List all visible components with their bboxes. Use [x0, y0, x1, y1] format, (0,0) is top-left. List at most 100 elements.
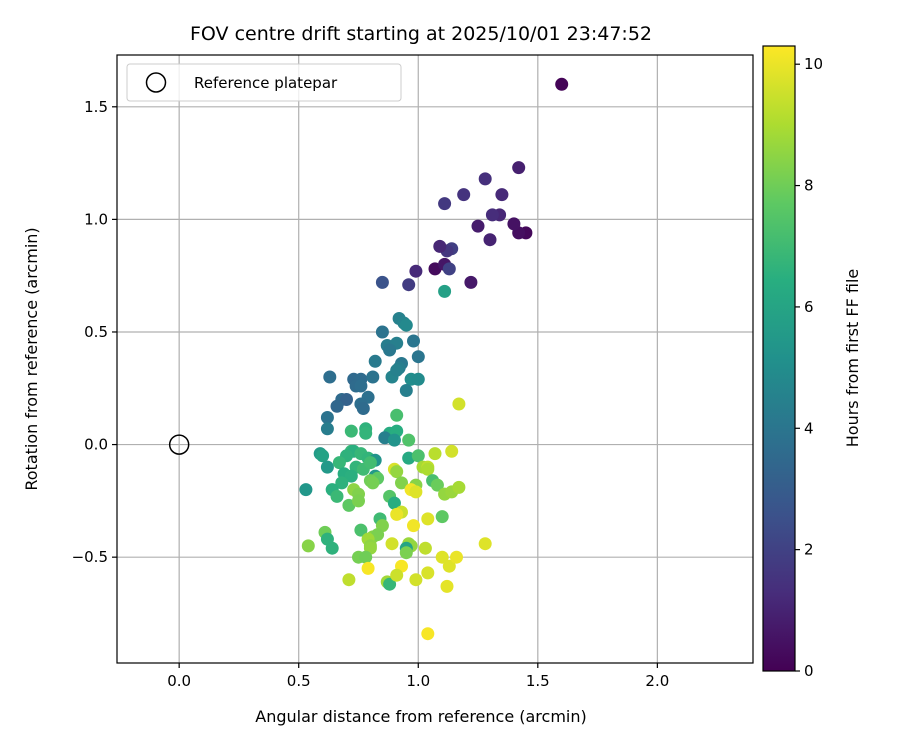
- colorbar-tick-label: 2: [804, 541, 814, 559]
- colorbar-gradient: [763, 46, 795, 671]
- colorbar-frame: [762, 45, 796, 672]
- data-point: [399, 318, 413, 332]
- data-point: [421, 512, 435, 526]
- data-point: [483, 233, 497, 247]
- data-point: [330, 399, 344, 413]
- data-point: [330, 489, 344, 503]
- data-point: [366, 370, 380, 384]
- x-tick-label: 0.5: [287, 672, 311, 690]
- data-point: [332, 456, 346, 470]
- data-point: [335, 476, 349, 490]
- legend-marker: [145, 72, 167, 93]
- data-point: [452, 480, 466, 494]
- data-point: [445, 444, 459, 458]
- data-point: [421, 462, 435, 476]
- data-point: [361, 561, 375, 575]
- data-point: [471, 219, 485, 233]
- legend: Reference platepar: [126, 63, 402, 102]
- scatter-series: [299, 77, 569, 641]
- data-point: [395, 476, 408, 490]
- data-point: [464, 275, 478, 289]
- data-point: [495, 188, 509, 202]
- data-point: [325, 541, 339, 555]
- data-point: [421, 566, 435, 580]
- data-point: [390, 568, 404, 582]
- data-point: [375, 275, 389, 289]
- colorbar-label: Hours from first FF file: [843, 269, 862, 448]
- data-point: [323, 370, 337, 384]
- data-point: [385, 537, 399, 551]
- data-point: [383, 577, 397, 591]
- data-point: [383, 343, 397, 357]
- data-point: [507, 217, 521, 231]
- y-tick-label: −0.5: [72, 548, 108, 566]
- data-point: [418, 541, 432, 555]
- data-point: [438, 284, 452, 298]
- data-point: [340, 393, 353, 406]
- data-point: [359, 550, 373, 564]
- data-point: [390, 465, 404, 479]
- y-tick-label: 0.0: [84, 436, 108, 454]
- data-point: [407, 334, 420, 348]
- data-point: [363, 456, 377, 470]
- data-point: [354, 523, 368, 537]
- data-point: [442, 559, 456, 573]
- x-tick-label: 1.0: [406, 672, 430, 690]
- x-tick-label: 0.0: [167, 672, 191, 690]
- data-point: [435, 550, 449, 564]
- data-point: [301, 539, 315, 553]
- data-point: [375, 325, 389, 339]
- data-point: [478, 537, 492, 551]
- data-point: [356, 402, 370, 415]
- data-point: [366, 476, 380, 490]
- colorbar-tick-label: 4: [804, 419, 814, 437]
- reference-point-marker: [168, 434, 190, 455]
- data-point: [435, 510, 449, 524]
- data-point: [512, 161, 526, 175]
- colorbar-tick-label: 0: [804, 662, 814, 680]
- data-point: [433, 239, 447, 253]
- colorbar-tick-label: 8: [804, 177, 814, 195]
- data-point: [390, 507, 404, 521]
- y-tick-label: 1.5: [84, 98, 108, 116]
- x-tick-label: 1.5: [526, 672, 550, 690]
- data-point: [320, 422, 334, 436]
- colorbar: 0 2 4 6 8 10 Hours from first FF file: [762, 45, 862, 680]
- data-point: [409, 573, 423, 587]
- colorbar-ticks: 0 2 4 6 8 10: [795, 55, 823, 680]
- y-tick-label: 1.0: [84, 210, 108, 228]
- data-point: [485, 208, 499, 222]
- data-point: [402, 433, 416, 447]
- data-point: [555, 77, 569, 91]
- y-axis-label: Rotation from reference (arcmin): [22, 227, 41, 490]
- data-point: [402, 278, 416, 292]
- y-tick-label: 0.5: [84, 323, 108, 341]
- colorbar-tick-label: 10: [804, 55, 823, 73]
- data-point: [390, 363, 404, 377]
- data-point: [387, 433, 401, 447]
- data-point: [421, 627, 435, 641]
- data-point: [430, 478, 444, 492]
- data-point: [316, 449, 330, 463]
- x-axis-label: Angular distance from reference (arcmin): [255, 707, 586, 726]
- data-point: [411, 350, 425, 364]
- data-point: [399, 384, 413, 397]
- data-point: [320, 411, 334, 424]
- data-point: [411, 449, 425, 463]
- chart-title: FOV centre drift starting at 2025/10/01 …: [190, 23, 652, 45]
- data-point: [452, 397, 466, 411]
- data-point: [320, 460, 334, 474]
- data-point: [342, 573, 356, 587]
- data-point: [450, 550, 463, 564]
- data-point: [299, 483, 313, 497]
- x-tick-label: 2.0: [645, 672, 669, 690]
- plot-frame: [116, 54, 754, 664]
- data-point: [344, 424, 358, 438]
- data-point: [399, 546, 413, 560]
- data-point: [457, 188, 471, 202]
- legend-box: [126, 63, 402, 102]
- data-point: [344, 469, 358, 483]
- data-point: [354, 379, 368, 393]
- data-point: [390, 408, 404, 422]
